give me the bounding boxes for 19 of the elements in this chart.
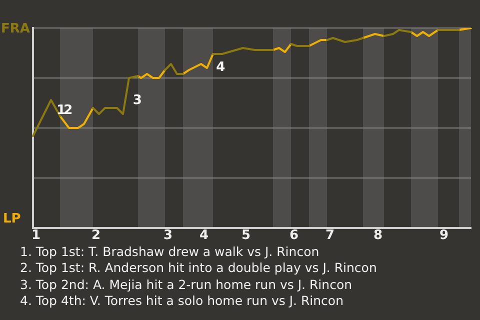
text: 2. Top 1st: R. Anderson hit into a double play vs J. Rincon: [20, 260, 378, 277]
annotation: 2: [64, 103, 73, 118]
x-tick-label: 7: [325, 228, 335, 244]
text: 1. Top 1st: T. Bradshaw drew a walk vs J. Rincon: [20, 244, 320, 260]
annotation: 1: [56, 103, 66, 118]
x-tick-label: 2: [91, 228, 101, 244]
text: FRA: [1, 21, 30, 36]
x-tick-label: 8: [373, 228, 383, 244]
x-tick-label: 6: [289, 228, 299, 244]
text: 3. Top 2nd: A. Mejia hit a 2-run home run vs J. Rincon: [20, 276, 354, 294]
x-tick-label: 3: [163, 228, 173, 244]
text: LP: [3, 211, 21, 226]
x-tick-label: 5: [241, 228, 251, 244]
x-tick-label: 1: [31, 228, 41, 244]
x-tick-label: 9: [439, 228, 449, 244]
annotation: 3: [132, 93, 142, 108]
annotation: 4: [216, 60, 226, 75]
text: 4. Top 4th: V. Torres hit a solo home run vs J. Rincon: [20, 293, 344, 310]
x-tick-label: 4: [199, 228, 209, 244]
